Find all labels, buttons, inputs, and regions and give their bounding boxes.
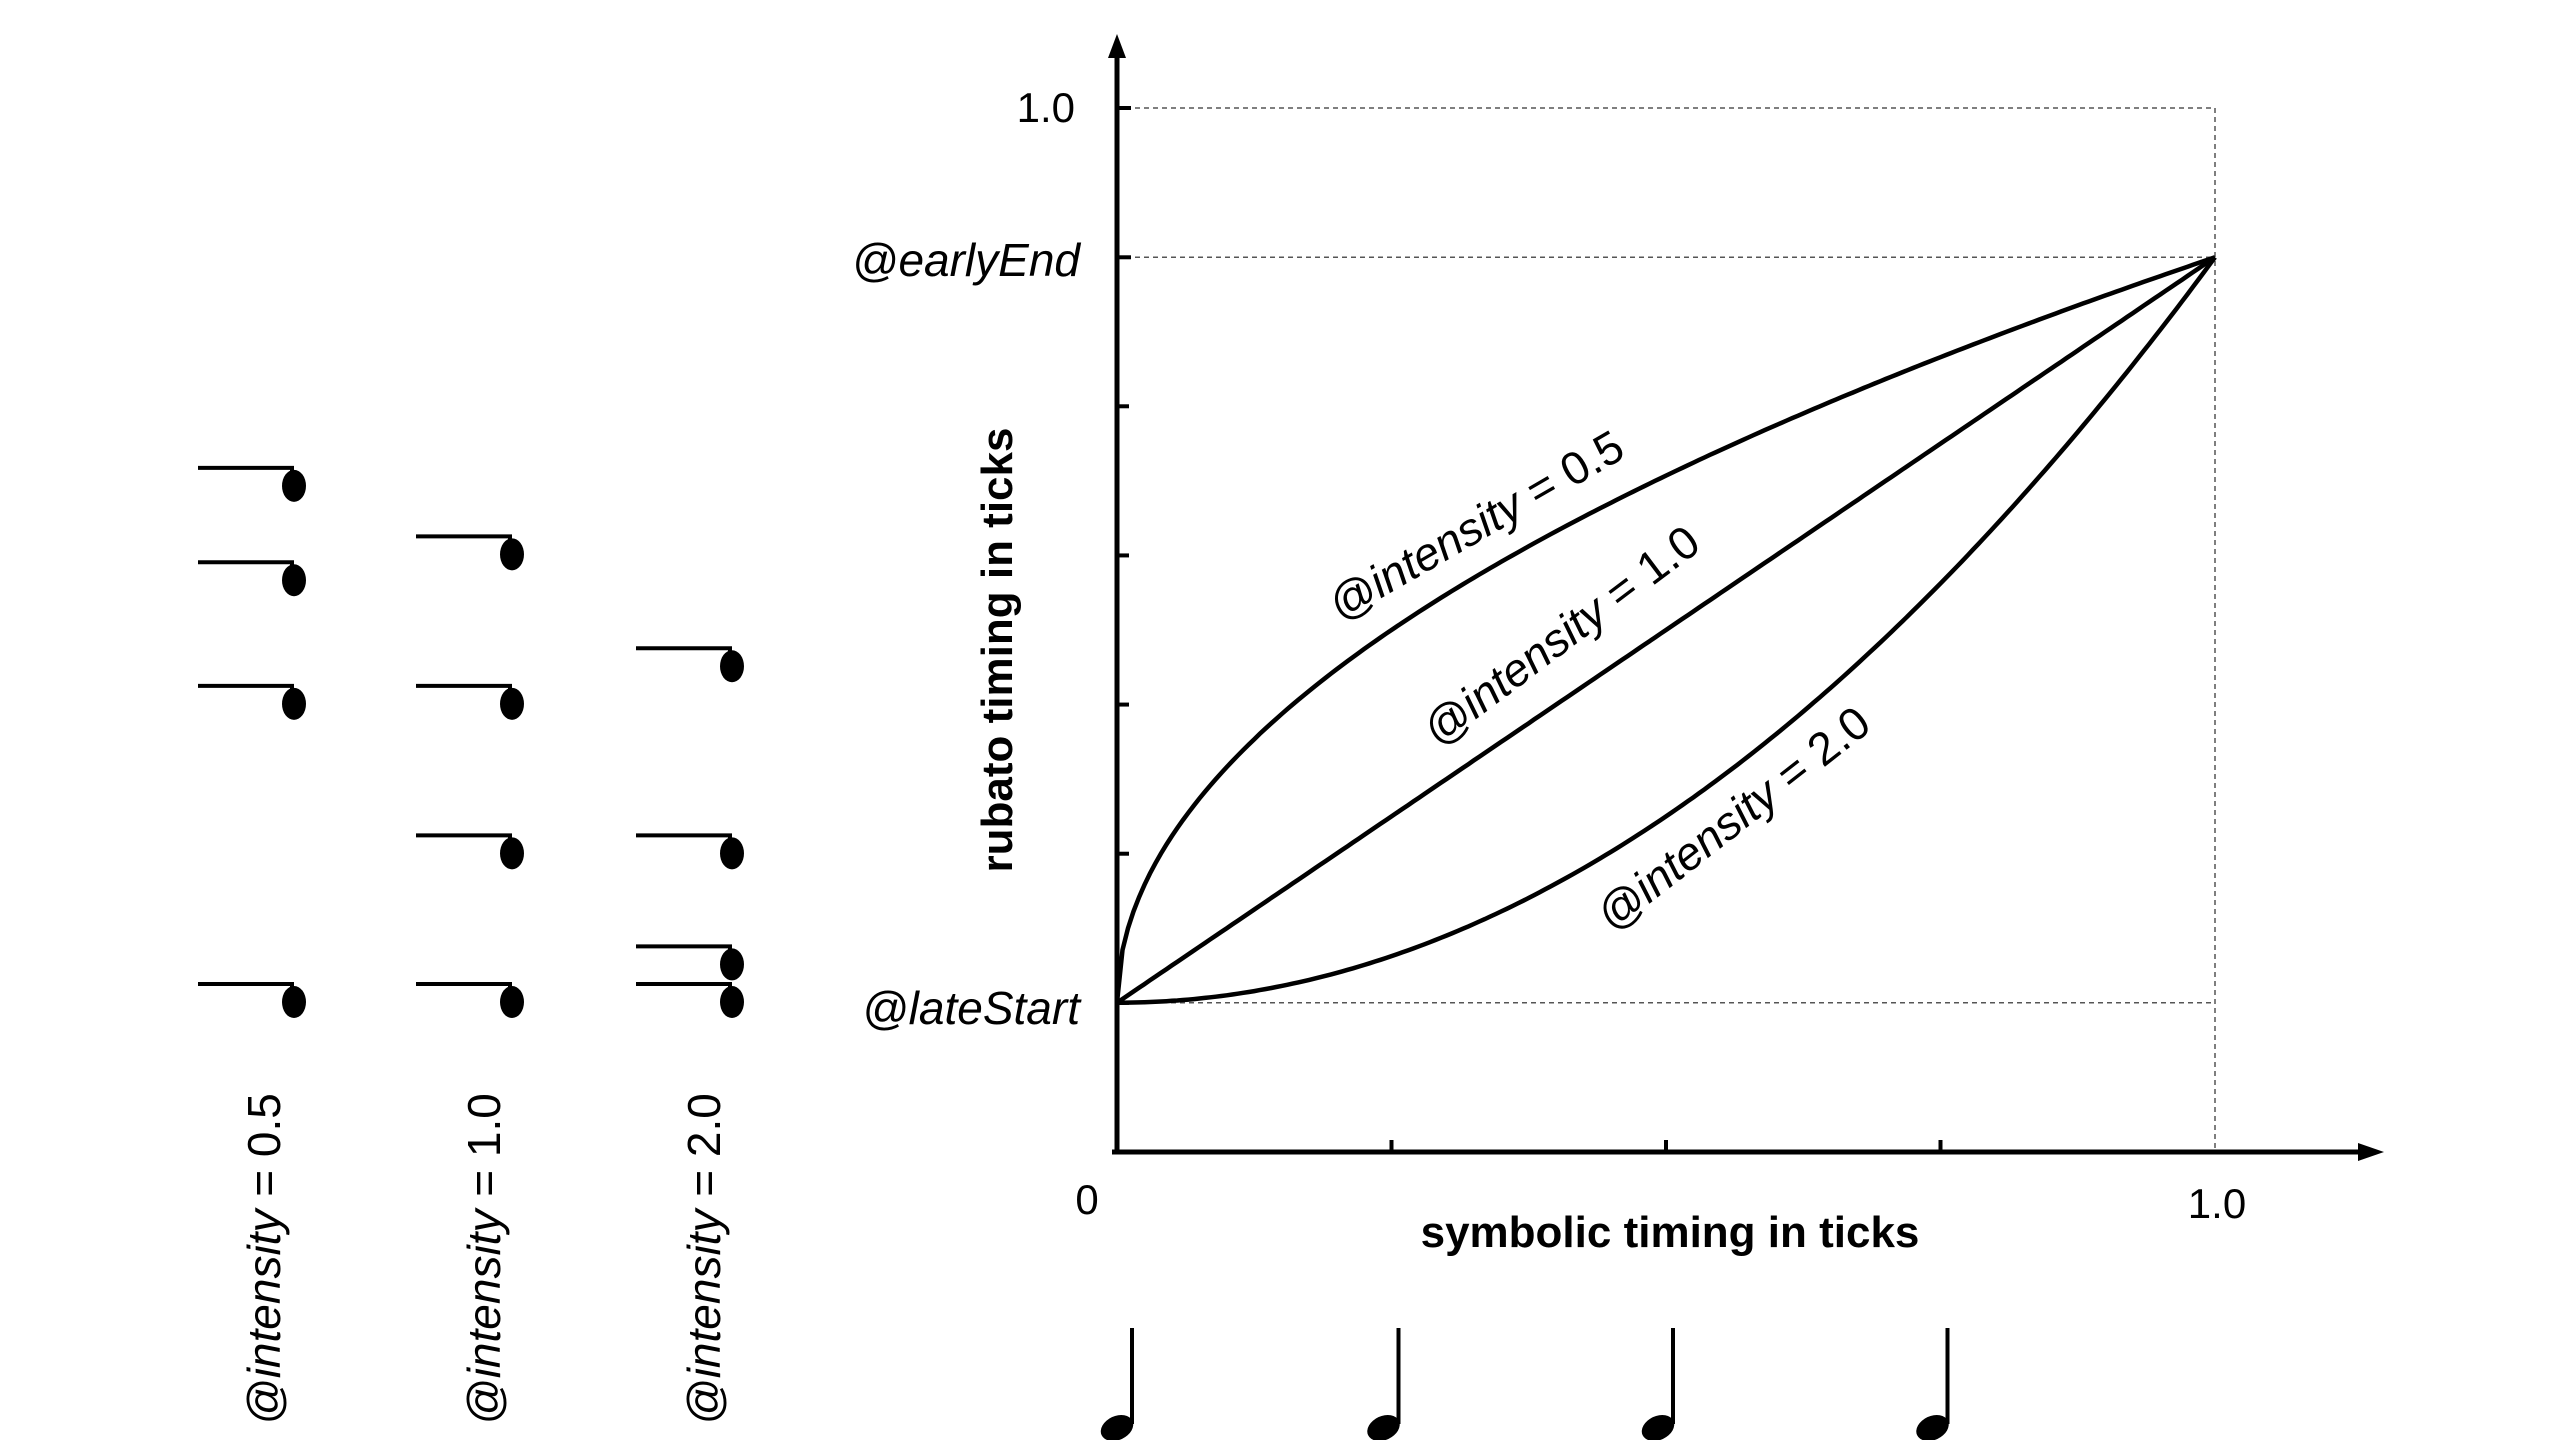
note-head [282,687,306,720]
y-axis-label: rubato timing in ticks [973,428,1022,873]
note-head [720,650,744,683]
rubato-note-columns [198,465,744,1018]
axes [1108,34,2384,1161]
note-head [720,986,744,1018]
note-head [500,687,524,720]
rubato-note-2-2 [416,833,524,870]
y-tick-label-1: 1.0 [1017,84,1075,131]
x-axis-label: symbolic timing in ticks [1421,1208,1920,1257]
column-label-intensity-2-0: @intensity = 2.0 [678,1093,730,1425]
note-head [720,948,744,981]
rubato-note-1-2 [198,683,306,720]
column-label-intensity-0-5: @intensity = 0.5 [238,1093,290,1425]
y-axis-arrow [1108,34,1126,58]
note-head [500,837,524,870]
rubato-note-2-1 [416,982,524,1018]
x-tick-label-1: 1.0 [2188,1180,2246,1227]
rubato-note-2-3 [416,683,524,720]
y-marker-late-start: @lateStart [862,982,1082,1034]
rubato-note-1-4 [198,465,306,502]
rubato-note-2-4 [416,534,524,571]
curves [1114,255,2217,1005]
quarter-note-2 [1367,1328,1401,1440]
note-head [500,538,524,571]
rubato-note-3-1 [636,982,744,1018]
quarter-note-3 [1641,1328,1675,1440]
curve-intensity-1 [1115,255,2217,1005]
y-marker-early-end: @earlyEnd [852,234,1082,286]
note-head [500,986,524,1018]
guide-lines [1117,107,2216,1152]
curve-intensity-2 [1117,255,2217,1005]
note-head [720,837,744,870]
note-head [282,564,306,597]
curve-label-intensity-2-0: @intensity = 2.0 [1586,696,1879,941]
rubato-note-3-3 [636,833,744,870]
axis-ticks [1117,106,1943,1152]
rubato-note-1-3 [198,560,306,597]
note-head [1100,1414,1134,1440]
quarter-note-4 [1916,1328,1950,1440]
x-tick-label-0: 0 [1075,1176,1098,1223]
symbolic-notes [1100,1328,1950,1440]
rubato-note-3-4 [636,646,744,683]
x-axis-arrow [2358,1143,2384,1161]
rubato-note-3-2 [636,944,744,981]
note-head [1367,1414,1400,1440]
note-head [1916,1414,1949,1440]
curve-intensity-0-5 [1114,255,2216,1003]
quarter-note-1 [1100,1328,1134,1440]
note-head [282,469,306,502]
rubato-note-1-1 [198,982,306,1018]
column-label-intensity-1-0: @intensity = 1.0 [458,1093,510,1425]
note-head [1641,1414,1675,1440]
note-head [282,986,306,1018]
